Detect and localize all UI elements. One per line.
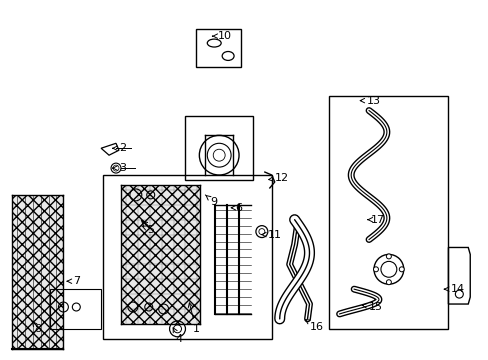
- Text: 9: 9: [205, 195, 217, 207]
- Text: 13: 13: [360, 96, 380, 105]
- Bar: [328, 96, 447, 329]
- Bar: [121, 185, 200, 324]
- Text: 15: 15: [362, 302, 382, 312]
- Bar: [12, 195, 63, 349]
- Bar: [49, 289, 101, 329]
- Text: 11: 11: [261, 230, 281, 239]
- Circle shape: [399, 267, 404, 272]
- Circle shape: [373, 267, 378, 272]
- Text: 4: 4: [173, 328, 183, 344]
- Circle shape: [386, 280, 390, 285]
- Text: 2: 2: [113, 143, 126, 153]
- Text: 8: 8: [32, 321, 41, 334]
- Text: 14: 14: [444, 284, 464, 294]
- Text: 16: 16: [305, 320, 323, 332]
- Text: 7: 7: [67, 276, 81, 286]
- Text: 6: 6: [231, 203, 242, 213]
- Text: 3: 3: [113, 163, 126, 173]
- Circle shape: [386, 254, 390, 259]
- Text: 12: 12: [268, 173, 288, 183]
- Bar: [196, 29, 241, 67]
- Text: 17: 17: [367, 215, 385, 225]
- Bar: [103, 175, 271, 339]
- Bar: [185, 116, 252, 180]
- Text: 10: 10: [212, 31, 232, 41]
- Text: 5: 5: [141, 225, 153, 235]
- Text: 1: 1: [188, 303, 199, 334]
